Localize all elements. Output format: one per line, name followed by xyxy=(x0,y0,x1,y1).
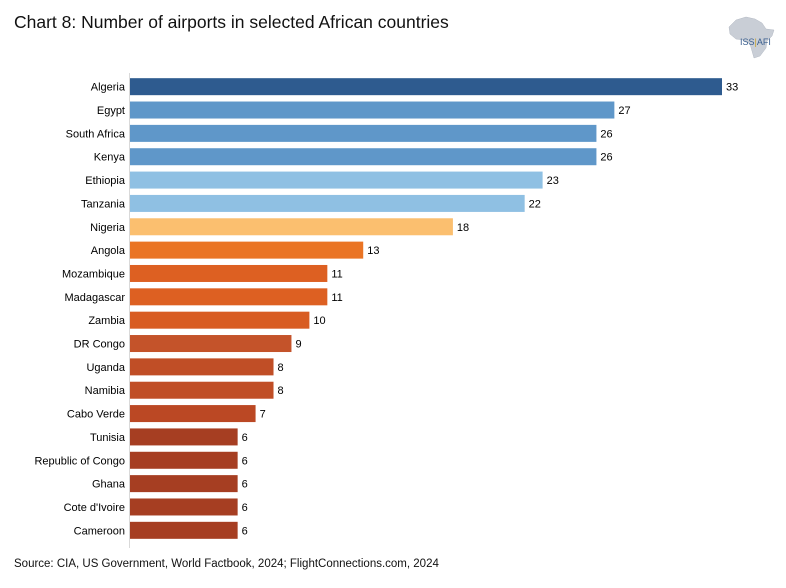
bar xyxy=(130,124,597,142)
category-label: Republic of Congo xyxy=(34,455,125,467)
value-label: 11 xyxy=(331,292,342,304)
bar xyxy=(130,311,310,329)
category-label: Nigeria xyxy=(90,222,126,234)
bar xyxy=(130,148,597,166)
logo-right-text: AFI xyxy=(756,37,771,47)
value-label: 26 xyxy=(600,128,612,140)
bar xyxy=(130,405,256,423)
value-label: 27 xyxy=(618,105,630,117)
bar-chart: Algeria 33 Egypt 27 South Africa 26 Kenya 26 Eth… xyxy=(34,73,738,548)
category-label: Egypt xyxy=(97,105,125,117)
value-label: 33 xyxy=(726,82,738,94)
value-label: 26 xyxy=(600,152,612,164)
value-label: 11 xyxy=(331,268,342,280)
value-label: 18 xyxy=(457,222,469,234)
value-label: 6 xyxy=(242,502,248,514)
category-label: DR Congo xyxy=(74,339,125,351)
logo-left-text: ISS xyxy=(740,37,755,47)
africa-map-icon xyxy=(728,16,775,59)
category-label: Cabo Verde xyxy=(67,409,125,421)
category-label: Tunisia xyxy=(90,432,126,444)
bar xyxy=(130,498,238,516)
source-note: Source: CIA, US Government, World Factbo… xyxy=(14,558,439,570)
value-label: 8 xyxy=(278,385,284,397)
bar xyxy=(130,288,328,306)
category-label: Cameroon xyxy=(74,525,125,537)
category-label: Namibia xyxy=(85,385,126,397)
bar xyxy=(130,171,543,189)
bar xyxy=(130,194,525,212)
value-label: 10 xyxy=(313,315,325,327)
bar xyxy=(130,521,238,539)
bar xyxy=(130,475,238,493)
value-label: 8 xyxy=(278,362,284,374)
iss-afi-logo: ISS|AFI xyxy=(740,37,771,47)
category-label: Algeria xyxy=(91,82,126,94)
category-label: Madagascar xyxy=(64,292,125,304)
bar xyxy=(130,428,238,446)
category-label: South Africa xyxy=(66,128,126,140)
value-label: 6 xyxy=(242,479,248,491)
category-label: Uganda xyxy=(86,362,125,374)
value-label: 6 xyxy=(242,455,248,467)
value-label: 22 xyxy=(529,198,541,210)
category-label: Ethiopia xyxy=(85,175,126,187)
value-label: 13 xyxy=(367,245,379,257)
chart-title: Chart 8: Number of airports in selected … xyxy=(14,12,449,32)
bar xyxy=(130,335,292,353)
bar xyxy=(130,241,364,259)
category-label: Mozambique xyxy=(62,268,125,280)
category-label: Tanzania xyxy=(81,198,126,210)
category-label: Kenya xyxy=(94,152,126,164)
category-label: Zambia xyxy=(88,315,126,327)
value-label: 6 xyxy=(242,432,248,444)
category-label: Ghana xyxy=(92,479,126,491)
bar xyxy=(130,218,453,236)
value-label: 7 xyxy=(260,409,266,421)
bar xyxy=(130,264,328,282)
value-label: 23 xyxy=(547,175,559,187)
bar xyxy=(130,358,274,376)
bar xyxy=(130,101,615,119)
category-label: Cote d'Ivoire xyxy=(64,502,125,514)
category-label: Angola xyxy=(91,245,126,257)
bar xyxy=(130,451,238,469)
bar xyxy=(130,78,722,96)
value-label: 9 xyxy=(295,339,301,351)
bar xyxy=(130,381,274,399)
value-label: 6 xyxy=(242,525,248,537)
